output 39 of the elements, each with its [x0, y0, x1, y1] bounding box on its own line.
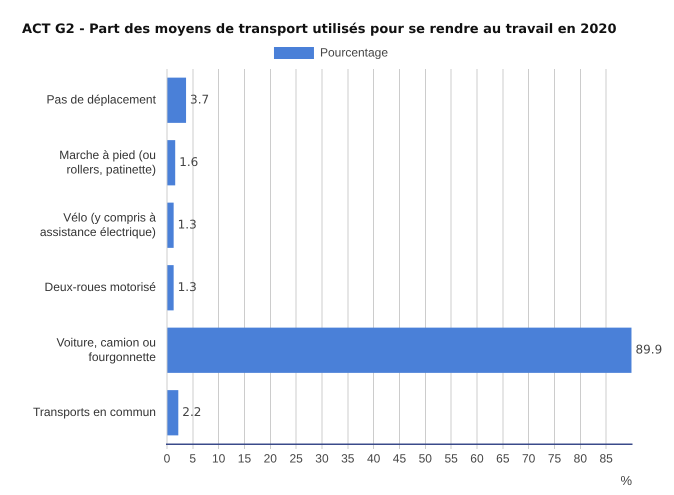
x-tick-label: 5	[189, 452, 196, 466]
bar	[167, 328, 632, 373]
data-label: 3.7	[190, 92, 210, 106]
x-tick-label: 70	[522, 452, 536, 466]
x-tick-label: 0	[164, 452, 171, 466]
data-label: 89.9	[635, 342, 662, 356]
x-tick-label: 55	[444, 452, 458, 466]
x-tick-label: 85	[599, 452, 614, 466]
x-tick-label: 45	[392, 452, 406, 466]
bar	[167, 78, 186, 123]
x-tick-label: 40	[366, 452, 381, 466]
x-tick-label: 20	[264, 452, 278, 466]
data-label: 1.3	[178, 280, 197, 294]
legend-label: Pourcentage	[320, 45, 388, 60]
x-axis-title: %	[620, 472, 632, 488]
x-tick-label: 60	[470, 452, 484, 466]
data-label: 1.3	[178, 217, 197, 232]
x-tick-label: 15	[238, 452, 252, 466]
data-label: 1.6	[179, 154, 198, 169]
y-tick-label: Transports en commun	[33, 405, 156, 420]
y-tick-label: Deux-roues motorisé	[44, 280, 156, 294]
bar	[167, 202, 174, 248]
y-tick-label: Vélo (y compris à assistance électrique)	[40, 210, 156, 239]
y-tick-label: Marche à pied (ou rollers, patinette)	[59, 148, 156, 176]
chart-title: ACT G2 - Part des moyens de transport utilisés pour se rendre au travail en 2020	[21, 21, 618, 37]
y-tick-label: Voiture, camion ou fourgonnette	[56, 335, 156, 364]
bar	[167, 265, 174, 310]
x-tick-label: 65	[496, 452, 510, 466]
bar	[167, 140, 176, 186]
x-tick-label: 10	[212, 452, 226, 466]
x-tick-label: 35	[341, 452, 355, 466]
x-tick-label: 50	[418, 452, 432, 466]
bar	[167, 390, 178, 436]
x-tick-label: 80	[574, 452, 588, 466]
data-label: 2.2	[182, 404, 202, 419]
x-tick-label: 25	[289, 452, 304, 466]
y-tick-label: Pas de déplacement	[46, 92, 157, 107]
x-tick-label: 75	[548, 452, 562, 466]
x-tick-label: 30	[315, 452, 329, 466]
